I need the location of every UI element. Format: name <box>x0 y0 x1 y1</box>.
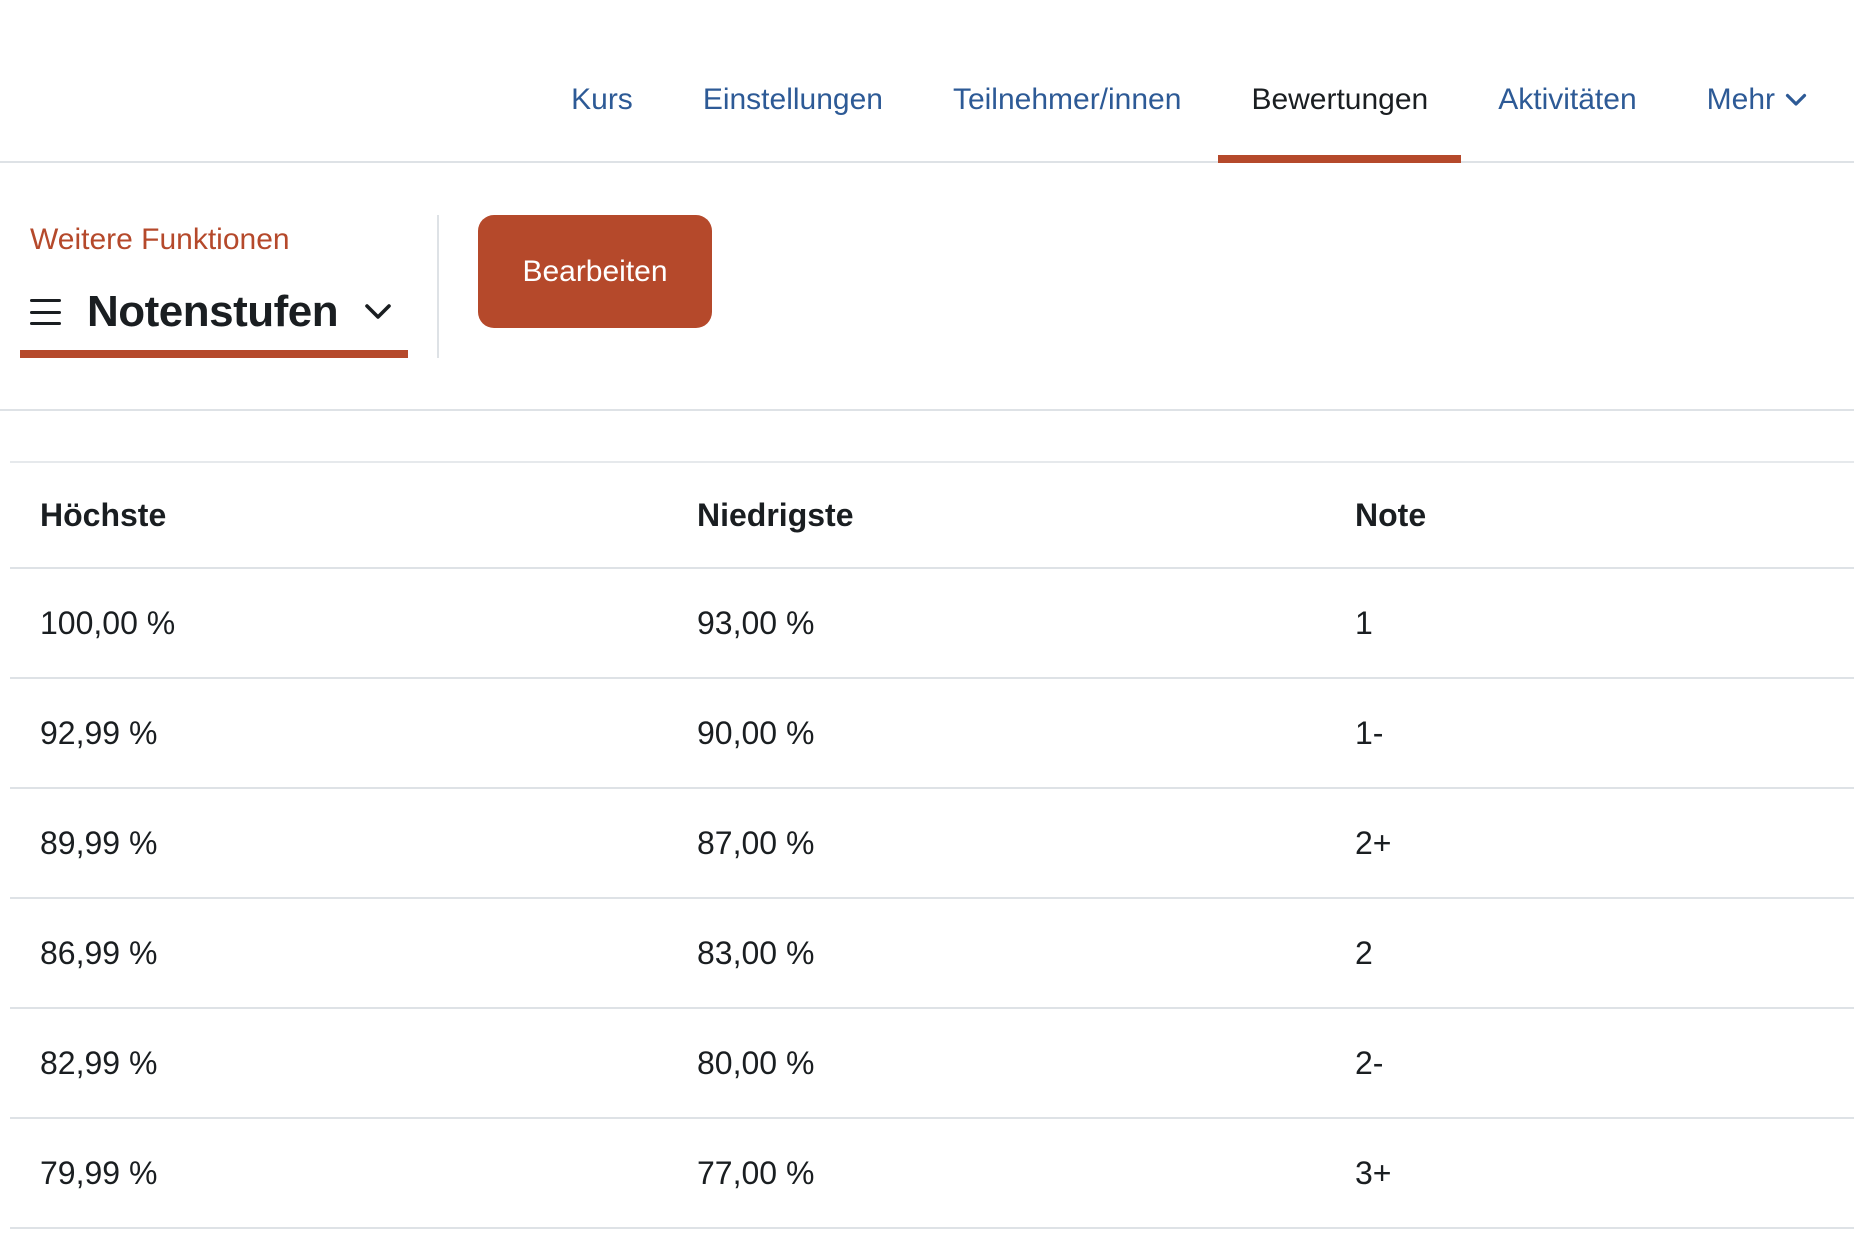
highest-cell: 89,99 % <box>10 788 667 899</box>
highest-cell: 79,99 % <box>10 1118 667 1229</box>
lowest-cell: 87,00 % <box>667 788 1325 899</box>
column-header-highest: Höchste <box>10 461 667 569</box>
chevron-down-icon <box>365 304 391 319</box>
table-header-row: Höchste Niedrigste Note <box>10 461 1854 569</box>
grade-cell: 2+ <box>1325 788 1854 899</box>
chevron-down-icon <box>1785 93 1807 106</box>
tab-aktivitaeten[interactable]: Aktivitäten <box>1498 82 1637 116</box>
lowest-cell: 83,00 % <box>667 898 1325 1009</box>
tab-mehr-label: Mehr <box>1706 82 1775 116</box>
grade-cell: 1 <box>1325 568 1854 679</box>
highest-cell: 86,99 % <box>10 898 667 1009</box>
table-row: 82,99 % 80,00 % 2- <box>10 1008 1854 1119</box>
table-row: 86,99 % 83,00 % 2 <box>10 898 1854 1009</box>
more-functions-link[interactable]: Weitere Funktionen <box>30 223 290 256</box>
course-navigation: Kurs Einstellungen Teilnehmer/innen Bewe… <box>0 0 1854 163</box>
grade-cell: 1- <box>1325 678 1854 789</box>
tab-einstellungen[interactable]: Einstellungen <box>702 82 883 116</box>
menu-icon <box>30 299 61 325</box>
highest-cell: 82,99 % <box>10 1008 667 1119</box>
grade-cell: 2- <box>1325 1008 1854 1119</box>
edit-button[interactable]: Bearbeiten <box>478 215 712 328</box>
table-row: 79,99 % 77,00 % 3+ <box>10 1118 1854 1229</box>
column-header-lowest: Niedrigste <box>667 461 1325 569</box>
grade-cell: 2 <box>1325 898 1854 1009</box>
lowest-cell: 77,00 % <box>667 1118 1325 1229</box>
highest-cell: 100,00 % <box>10 568 667 679</box>
highest-cell: 92,99 % <box>10 678 667 789</box>
lowest-cell: 93,00 % <box>667 568 1325 679</box>
grade-cell: 3+ <box>1325 1118 1854 1229</box>
column-header-grade: Note <box>1325 461 1854 569</box>
tab-mehr[interactable]: Mehr <box>1674 38 1840 161</box>
tab-bewertungen[interactable]: Bewertungen <box>1218 38 1462 163</box>
lowest-cell: 90,00 % <box>667 678 1325 789</box>
tab-kurs[interactable]: Kurs <box>571 82 633 116</box>
table-row: 92,99 % 90,00 % 1- <box>10 678 1854 789</box>
tab-teilnehmer[interactable]: Teilnehmer/innen <box>952 82 1182 116</box>
vertical-divider <box>437 215 439 358</box>
table-row: 89,99 % 87,00 % 2+ <box>10 788 1854 899</box>
lowest-cell: 80,00 % <box>667 1008 1325 1119</box>
grade-letters-table: Höchste Niedrigste Note 100,00 % 93,00 % 1… <box>10 461 1854 1229</box>
tertiary-navigation: Weitere Funktionen Notenstufen Bearbeite… <box>0 163 1854 411</box>
table-row: 100,00 % 93,00 % 1 <box>10 568 1854 679</box>
page-title: Notenstufen <box>87 287 339 336</box>
gradebook-view-dropdown[interactable]: Notenstufen <box>20 287 409 358</box>
